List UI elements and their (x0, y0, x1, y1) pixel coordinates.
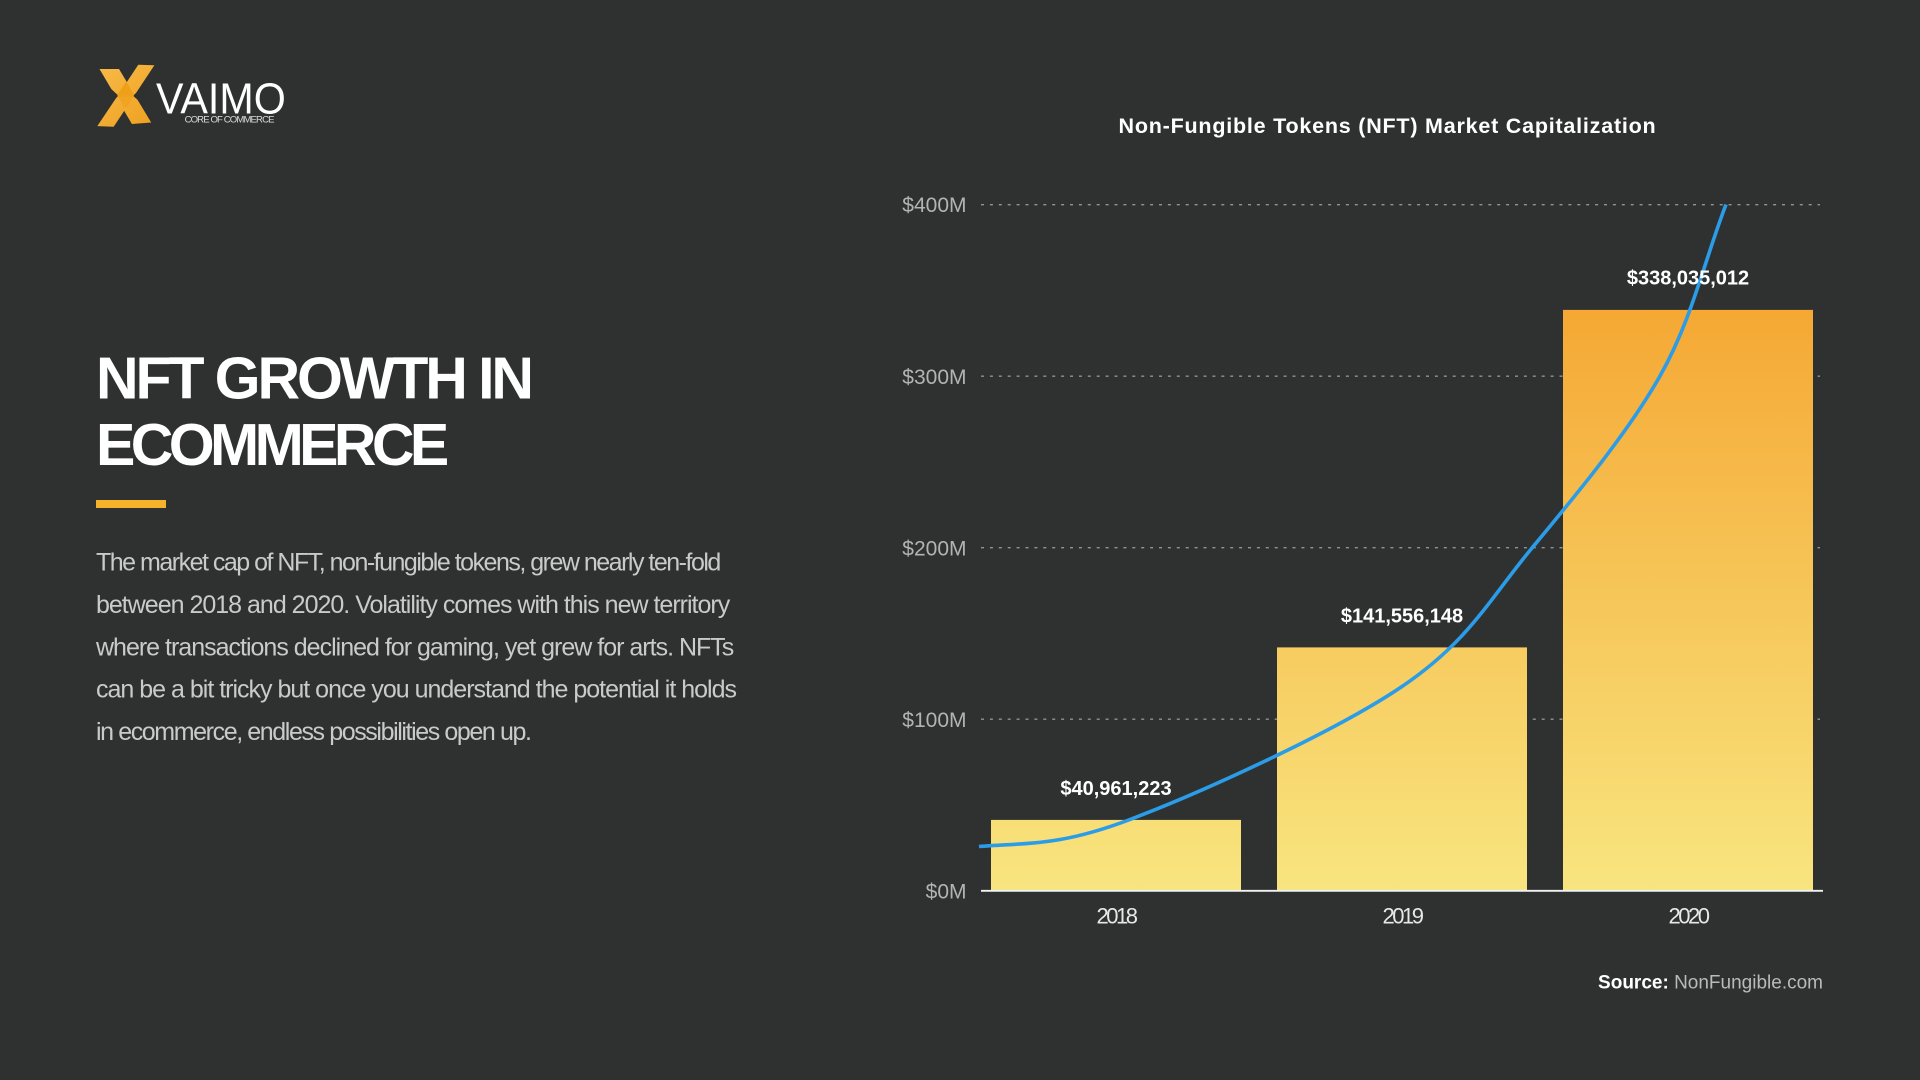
svg-text:in ecommerce, endless possibil: in ecommerce, endless possibilities open… (96, 718, 531, 746)
svg-text:$338,035,012: $338,035,012 (1627, 268, 1749, 290)
svg-text:2019: 2019 (1383, 903, 1424, 928)
svg-text:CORE OF COMMERCE: CORE OF COMMERCE (185, 114, 275, 125)
svg-text:$300M: $300M (902, 366, 966, 389)
svg-text:Source: NonFungible.com: Source: NonFungible.com (1598, 972, 1823, 993)
svg-text:2018: 2018 (1097, 903, 1138, 928)
svg-text:$0M: $0M (926, 881, 967, 904)
svg-text:The market cap of NFT, non-fun: The market cap of NFT, non-fungible toke… (96, 549, 720, 577)
svg-text:$400M: $400M (902, 194, 966, 217)
svg-text:$40,961,223: $40,961,223 (1060, 778, 1171, 800)
svg-text:$200M: $200M (902, 537, 966, 560)
svg-text:where transactions declined fo: where transactions declined for gaming, … (95, 633, 734, 661)
svg-text:between 2018 and 2020. Volatil: between 2018 and 2020. Volatility comes … (96, 591, 731, 619)
svg-text:NFT GROWTH IN: NFT GROWTH IN (96, 346, 531, 412)
svg-text:2020: 2020 (1669, 903, 1710, 928)
svg-text:$100M: $100M (902, 709, 966, 732)
svg-text:VAIMO: VAIMO (156, 74, 286, 124)
svg-text:can be a bit tricky but once y: can be a bit tricky but once you underst… (96, 676, 737, 704)
svg-text:Non-Fungible Tokens (NFT) Mark: Non-Fungible Tokens (NFT) Market Capital… (1119, 114, 1657, 138)
svg-text:ECOMMERCE: ECOMMERCE (96, 412, 448, 478)
svg-text:$141,556,148: $141,556,148 (1341, 606, 1463, 628)
